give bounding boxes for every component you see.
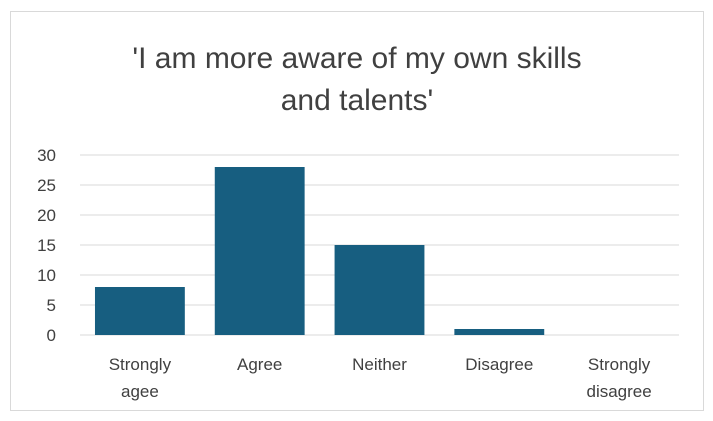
x-category-label: Disagree <box>465 355 533 374</box>
x-category-label: Agree <box>237 355 282 374</box>
y-tick-label: 25 <box>37 176 56 195</box>
x-category-label: Neither <box>352 355 407 374</box>
x-category-label: disagree <box>586 382 651 401</box>
x-category-label: agee <box>121 382 159 401</box>
y-tick-label: 15 <box>37 236 56 255</box>
chart-title: 'I am more aware of my own skills and ta… <box>10 38 704 122</box>
y-tick-label: 5 <box>47 296 56 315</box>
y-tick-label: 0 <box>47 326 56 345</box>
chart-title-line-2: and talents' <box>280 84 434 117</box>
chart-area <box>10 11 704 411</box>
y-tick-label: 10 <box>37 266 56 285</box>
bar <box>334 245 425 335</box>
bar <box>94 287 185 335</box>
bar <box>454 329 545 335</box>
x-category-label: Strongly <box>588 355 651 374</box>
y-tick-label: 20 <box>37 206 56 225</box>
bar <box>214 167 305 335</box>
x-category-label: Strongly <box>109 355 172 374</box>
y-tick-label: 30 <box>37 146 56 165</box>
chart-title-line-1: 'I am more aware of my own skills <box>132 42 582 75</box>
